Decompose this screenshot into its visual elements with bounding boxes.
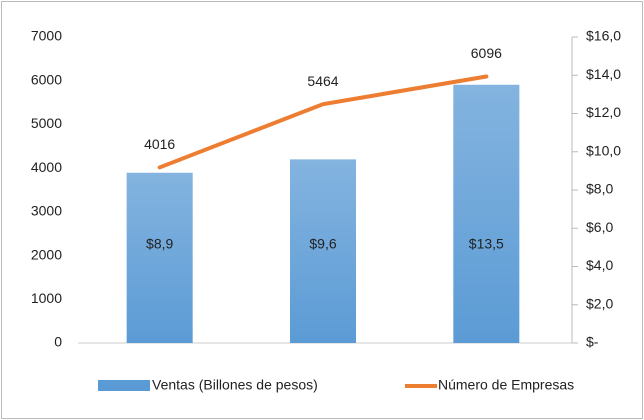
- legend-label: Ventas (Billones de pesos): [152, 377, 318, 393]
- bar-value-label: $13,5: [469, 236, 504, 252]
- legend-label: Número de Empresas: [438, 377, 574, 393]
- y2-tick-label: $6,0: [586, 219, 613, 235]
- y2-tick-label: $-: [586, 334, 599, 350]
- y-tick-label: 1000: [31, 290, 62, 306]
- bar-value-label: $8,9: [146, 236, 173, 252]
- bar-value-label: $9,6: [309, 236, 336, 252]
- line-value-label: 4016: [144, 136, 175, 152]
- y-tick-label: 0: [54, 334, 62, 350]
- y2-tick-label: $16,0: [586, 28, 621, 44]
- y-tick-label: 2000: [31, 246, 62, 262]
- line: [157, 74, 489, 170]
- bar-shade: [126, 172, 193, 343]
- legend-swatch: [98, 380, 150, 391]
- line-value-label: 5464: [307, 73, 338, 89]
- y-tick-label: 7000: [31, 28, 62, 44]
- y2-tick-label: $12,0: [586, 104, 621, 120]
- y-tick-label: 3000: [31, 203, 62, 219]
- bar-shade: [453, 84, 520, 343]
- y2-tick-label: $14,0: [586, 66, 621, 82]
- bar-shade: [290, 159, 356, 343]
- y2-tick-label: $4,0: [586, 257, 613, 273]
- y-tick-label: 4000: [31, 159, 62, 175]
- y2-tick-label: $10,0: [586, 142, 621, 158]
- y2-tick-label: $8,0: [586, 181, 613, 197]
- y-tick-label: 6000: [31, 71, 62, 87]
- y2-tick-label: $2,0: [586, 295, 613, 311]
- y-tick-label: 5000: [31, 115, 62, 131]
- line-value-label: 6096: [471, 45, 502, 61]
